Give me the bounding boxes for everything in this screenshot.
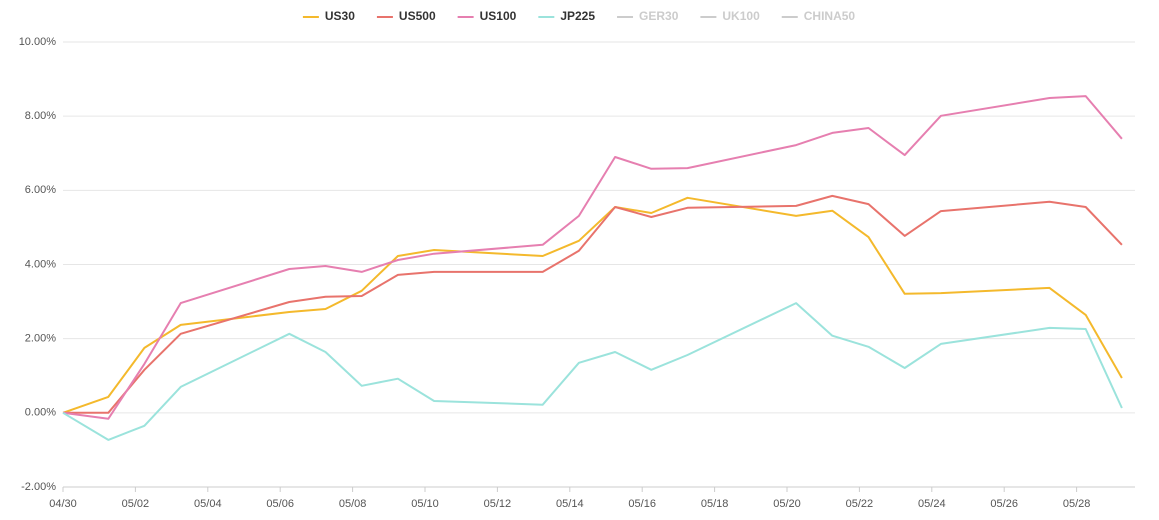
- series-line: [62, 196, 1123, 414]
- series-line: [63, 194, 1123, 414]
- y-tick-label: 6.00%: [25, 184, 56, 196]
- x-tick-label: 05/14: [556, 498, 584, 510]
- legend-label[interactable]: US100: [480, 9, 517, 23]
- legend-label[interactable]: JP225: [560, 9, 595, 23]
- legend-label[interactable]: UK100: [722, 9, 760, 23]
- x-tick-label: 05/04: [194, 498, 222, 510]
- y-tick-label: 10.00%: [19, 36, 57, 48]
- x-tick-label: 05/26: [990, 498, 1018, 510]
- x-tick-label: 05/08: [339, 498, 367, 510]
- x-tick-label: 05/24: [918, 498, 946, 510]
- x-tick-label: 05/12: [484, 498, 512, 510]
- x-tick-label: 05/28: [1063, 498, 1091, 510]
- x-tick-label: 05/06: [266, 498, 294, 510]
- x-tick-label: 05/18: [701, 498, 729, 510]
- legend-label[interactable]: US500: [399, 9, 436, 23]
- y-tick-label: 2.00%: [25, 333, 56, 345]
- series-line: [62, 95, 1123, 420]
- y-tick-label: 4.00%: [25, 258, 56, 270]
- legend-label[interactable]: CHINA50: [804, 9, 856, 23]
- legend-label[interactable]: GER30: [639, 9, 679, 23]
- x-tick-label: 05/10: [411, 498, 439, 510]
- x-tick-label: 04/30: [49, 498, 77, 510]
- y-tick-label: 8.00%: [25, 110, 56, 122]
- y-tick-label: -2.00%: [21, 481, 56, 493]
- x-tick-label: 05/22: [846, 498, 874, 510]
- series-line: [62, 302, 1123, 441]
- y-tick-label: 0.00%: [25, 407, 56, 419]
- x-tick-label: 05/16: [628, 498, 656, 510]
- x-tick-label: 05/02: [122, 498, 150, 510]
- legend-label[interactable]: US30: [325, 9, 355, 23]
- x-tick-label: 05/20: [773, 498, 801, 510]
